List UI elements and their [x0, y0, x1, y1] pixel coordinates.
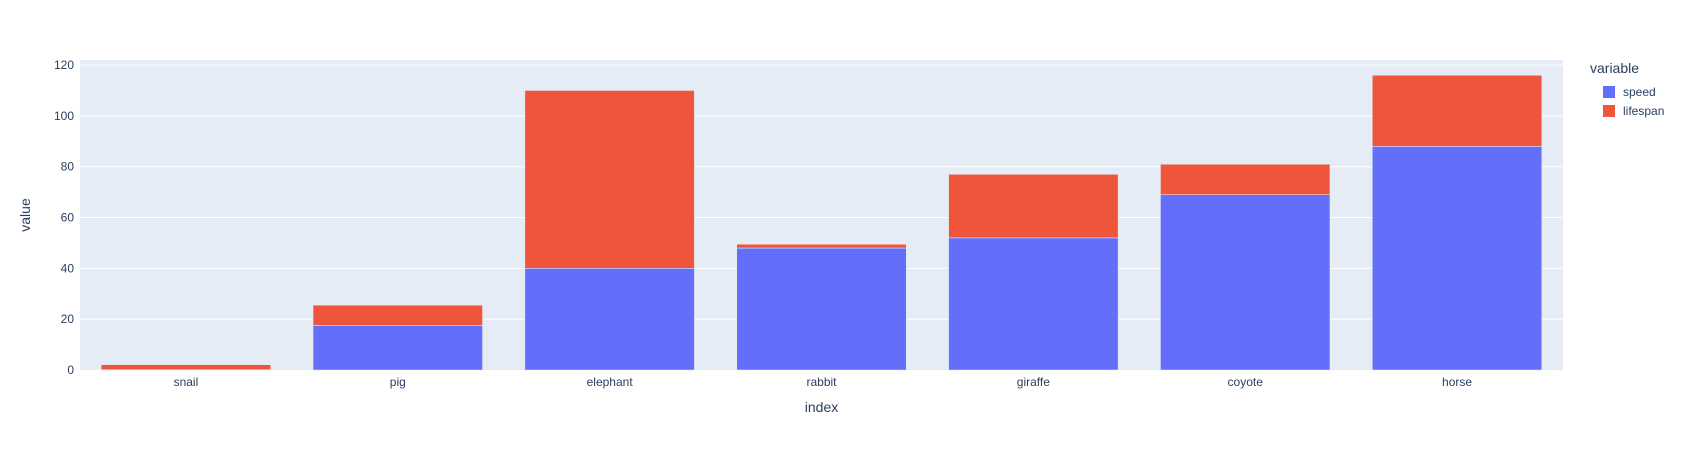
x-tick-label: rabbit	[806, 375, 837, 389]
x-tick-label: snail	[174, 375, 199, 389]
bar-lifespan-coyote[interactable]	[1160, 163, 1331, 195]
legend-swatch-lifespan[interactable]	[1603, 105, 1615, 117]
y-tick-label: 120	[54, 58, 74, 72]
bar-lifespan-giraffe[interactable]	[948, 174, 1119, 239]
bar-speed-rabbit[interactable]	[736, 247, 907, 371]
bar-speed-horse[interactable]	[1372, 146, 1543, 371]
bar-speed-pig[interactable]	[312, 325, 483, 371]
legend-label-lifespan[interactable]: lifespan	[1623, 104, 1664, 118]
legend-swatch-speed[interactable]	[1603, 86, 1615, 98]
bar-lifespan-snail[interactable]	[100, 364, 271, 370]
x-tick-label: giraffe	[1017, 375, 1050, 389]
y-tick-label: 80	[61, 160, 75, 174]
bar-lifespan-rabbit[interactable]	[736, 243, 907, 249]
bar-lifespan-pig[interactable]	[312, 304, 483, 326]
x-axis-title: index	[805, 399, 838, 415]
y-tick-label: 20	[61, 312, 75, 326]
y-axis-title: value	[17, 198, 33, 232]
bar-lifespan-elephant[interactable]	[524, 90, 695, 269]
x-tick-label: pig	[390, 375, 406, 389]
bar-speed-giraffe[interactable]	[948, 237, 1119, 371]
legend-label-speed[interactable]: speed	[1623, 85, 1656, 99]
legend[interactable]: variable speed lifespan	[1590, 60, 1664, 118]
y-axis-ticks: 0 20 40 60 80 100 120	[54, 58, 74, 377]
y-tick-label: 0	[67, 363, 74, 377]
bar-lifespan-horse[interactable]	[1372, 74, 1543, 147]
x-tick-label: elephant	[587, 375, 634, 389]
bar-speed-elephant[interactable]	[524, 268, 695, 371]
legend-title: variable	[1590, 60, 1639, 76]
y-tick-label: 60	[61, 211, 75, 225]
y-tick-label: 40	[61, 261, 75, 275]
x-tick-label: horse	[1442, 375, 1472, 389]
x-tick-label: coyote	[1228, 375, 1264, 389]
y-tick-label: 100	[54, 109, 74, 123]
bar-speed-coyote[interactable]	[1160, 194, 1331, 371]
bars	[100, 74, 1543, 371]
x-axis-ticks: snail pig elephant rabbit giraffe coyote horse	[174, 375, 1473, 389]
